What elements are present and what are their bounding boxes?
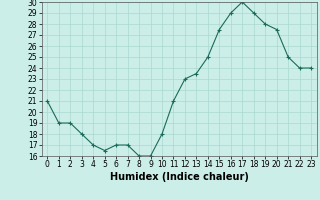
X-axis label: Humidex (Indice chaleur): Humidex (Indice chaleur) xyxy=(110,172,249,182)
